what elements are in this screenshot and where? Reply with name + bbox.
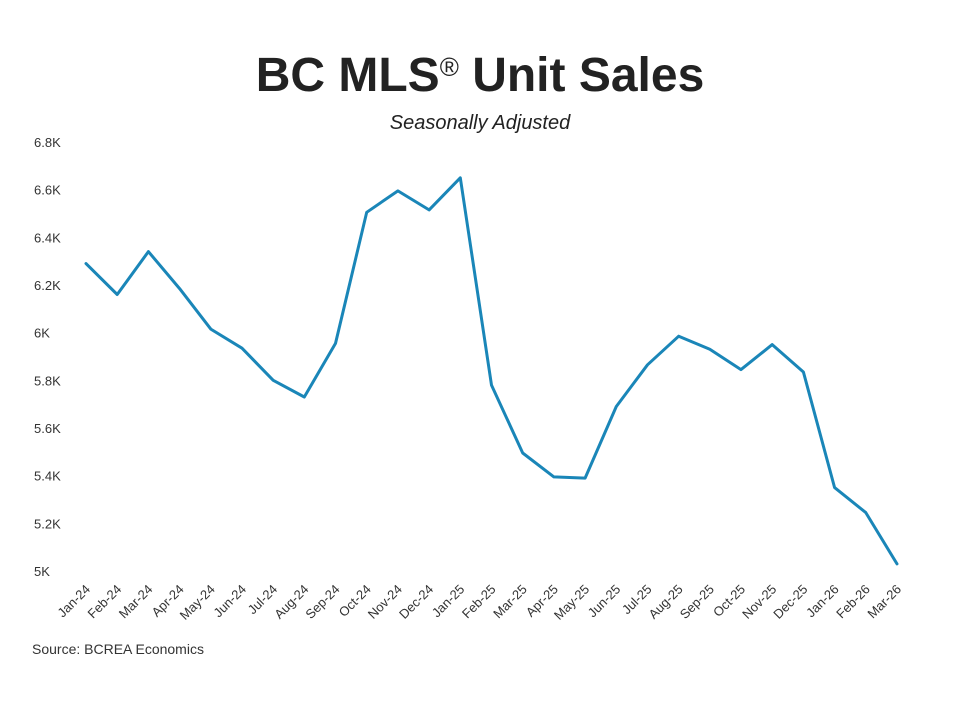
data-point <box>240 346 244 350</box>
y-axis: 5K 5.2K 5.4K 5.6K 5.8K 6K 6.2K 6.4K 6.6K 6.8K <box>34 135 61 579</box>
x-tick-label: Jun-25 <box>585 582 624 621</box>
x-tick-label: Mar-25 <box>490 582 530 622</box>
data-point <box>739 368 743 372</box>
data-point <box>178 287 182 291</box>
x-tick-label: Sep-24 <box>302 582 342 622</box>
x-tick-label: Feb-24 <box>85 582 125 622</box>
x-tick-label: Nov-24 <box>365 582 405 622</box>
data-point <box>396 189 400 193</box>
y-tick-label: 6.8K <box>34 135 61 150</box>
data-point <box>645 363 649 367</box>
y-tick-label: 5.2K <box>34 516 61 531</box>
data-point <box>895 562 899 566</box>
y-tick-label: 6.6K <box>34 183 61 198</box>
y-tick-label: 6K <box>34 326 50 341</box>
data-point <box>365 210 369 214</box>
data-point <box>209 327 213 331</box>
x-axis: Jan-24Feb-24Mar-24Apr-24May-24Jun-24Jul-… <box>54 582 904 623</box>
source-note: Source: BCREA Economics <box>32 641 204 657</box>
title-text-main: BC MLS <box>255 49 440 102</box>
x-tick-label: Feb-26 <box>833 582 873 622</box>
data-point <box>801 370 805 374</box>
x-tick-label: May-24 <box>177 582 218 623</box>
data-point <box>521 451 525 455</box>
y-tick-label: 5.8K <box>34 373 61 388</box>
x-tick-label: Aug-25 <box>646 582 686 622</box>
x-tick-label: Sep-25 <box>677 582 717 622</box>
x-tick-label: Dec-24 <box>396 582 436 622</box>
x-tick-label: May-25 <box>551 582 592 623</box>
chart-title: BC MLS® Unit Sales <box>0 52 960 100</box>
data-point <box>552 475 556 479</box>
data-point <box>302 395 306 399</box>
data-point <box>614 405 618 409</box>
data-point <box>770 343 774 347</box>
x-tick-label: Feb-25 <box>459 582 499 622</box>
data-point <box>271 378 275 382</box>
x-tick-label: Dec-25 <box>770 582 810 622</box>
data-point <box>864 511 868 515</box>
data-point <box>490 383 494 387</box>
data-point <box>708 347 712 351</box>
x-tick-label: Nov-25 <box>739 582 779 622</box>
series-layer <box>84 176 899 566</box>
y-tick-label: 5.4K <box>34 469 61 484</box>
x-tick-label: Aug-24 <box>271 582 311 622</box>
x-tick-label: Mar-26 <box>864 582 904 622</box>
y-tick-label: 6.4K <box>34 230 61 245</box>
x-tick-label: Mar-24 <box>116 582 156 622</box>
chart-subtitle: Seasonally Adjusted <box>389 112 571 134</box>
data-point <box>833 486 837 490</box>
registered-mark: ® <box>439 52 459 82</box>
y-tick-label: 5K <box>34 564 50 579</box>
data-point <box>583 476 587 480</box>
data-point <box>427 208 431 212</box>
data-point <box>458 176 462 180</box>
data-point <box>677 334 681 338</box>
data-point <box>334 341 338 345</box>
y-tick-label: 6.2K <box>34 278 61 293</box>
title-text-rest: Unit Sales <box>458 49 705 102</box>
series-line <box>84 176 899 566</box>
x-tick-label: Jun-24 <box>210 582 249 621</box>
data-point <box>146 250 150 254</box>
data-point <box>115 293 119 297</box>
data-point <box>84 262 88 266</box>
y-tick-label: 5.6K <box>34 421 61 436</box>
